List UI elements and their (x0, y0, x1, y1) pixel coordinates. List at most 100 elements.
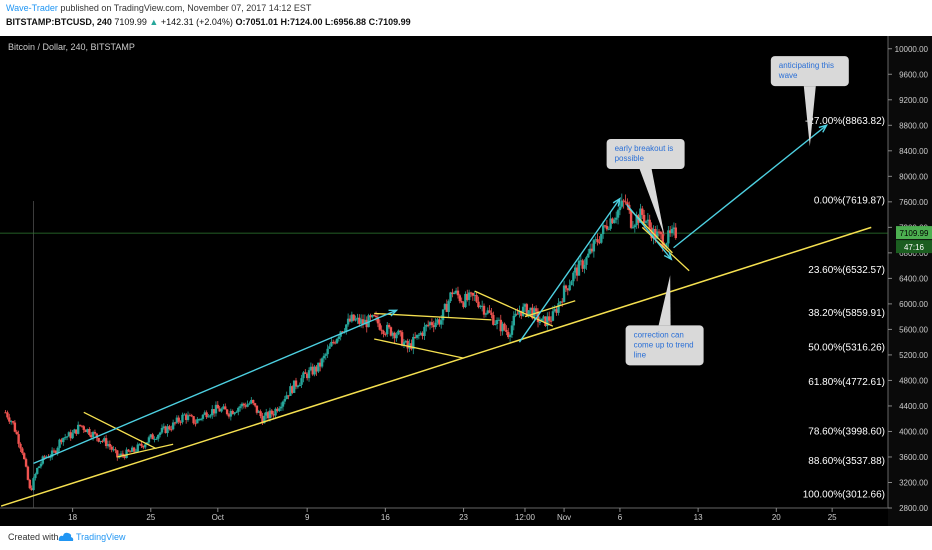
label-layer: 2800.00 3200.00 3600.00 4000.00 4400.00 4800.… (68, 45, 932, 522)
candle-body (101, 440, 104, 442)
candle-body (138, 443, 141, 445)
pattern-line (83, 411, 157, 450)
candle-body (238, 406, 242, 408)
candle-body (229, 410, 233, 417)
candle-body (507, 331, 510, 338)
candle-body (549, 320, 553, 322)
candle-body (460, 301, 463, 303)
candle-body (641, 208, 644, 215)
candle-body (149, 434, 152, 438)
candle-body (376, 317, 380, 324)
candle-body (263, 415, 266, 424)
candle-body (581, 260, 584, 269)
candle-body (30, 488, 33, 491)
candle-body (425, 324, 428, 327)
candle-body (175, 417, 179, 423)
callout-box (606, 139, 685, 169)
candle-body (648, 219, 651, 228)
x-tick-label: 25 (828, 513, 837, 522)
arrow-head (612, 197, 621, 207)
tradingview-brand[interactable]: TradingView (76, 532, 126, 542)
candle-body (661, 234, 664, 247)
candle-body (626, 202, 629, 205)
arrow-head (663, 251, 673, 261)
candle-body (90, 434, 93, 438)
candle-body (605, 225, 609, 230)
close-value: C:7109.99 (368, 17, 411, 27)
y-tick-label: 2800.00 (899, 504, 928, 513)
candlestick-chart[interactable]: 2800.00 3200.00 3600.00 4000.00 4400.00 4800.… (0, 36, 932, 526)
candle-body (477, 301, 480, 308)
candle-body (529, 307, 532, 311)
candle-body (620, 200, 623, 207)
candle-body (283, 399, 287, 402)
candle-body (244, 405, 247, 407)
price-badge-bg (896, 226, 932, 240)
candle-body (311, 366, 314, 375)
candle-body (56, 447, 59, 454)
candle-body (268, 410, 272, 419)
candle-body (188, 415, 192, 417)
author-link[interactable]: Wave-Trader (6, 3, 58, 13)
candle-body (512, 315, 516, 326)
candle-body (386, 324, 389, 335)
candle-body (505, 329, 508, 332)
candle-body (499, 319, 502, 332)
y-tick-label: 5600.00 (899, 325, 928, 334)
candle-body (611, 218, 614, 224)
candle-body (451, 292, 454, 295)
fib-level-label: 50.00%(5316.26) (808, 343, 885, 354)
candle-body (168, 426, 171, 430)
candle-body (294, 380, 298, 387)
candle-body (615, 217, 618, 220)
candle-body (607, 228, 610, 230)
candle-body (173, 422, 177, 424)
callout-tail (639, 169, 665, 237)
candle-body (547, 316, 551, 321)
candle-body (520, 310, 523, 316)
candle-body (363, 319, 367, 325)
candle-body (13, 422, 17, 432)
fib-level-label: 61.80%(4772.61) (808, 377, 885, 388)
candle-body (104, 438, 108, 447)
candle-body (495, 320, 499, 324)
candle-body (598, 242, 601, 244)
candle-body (211, 409, 214, 416)
candle-body (309, 366, 313, 371)
candle-body (577, 260, 581, 276)
candle-body (142, 445, 145, 448)
wave-arrow (33, 309, 397, 464)
candle-body (378, 323, 381, 330)
candle-body (371, 314, 374, 318)
candle-body (557, 303, 560, 313)
candle-body (600, 234, 603, 243)
candle-body (71, 433, 74, 439)
candle-body (319, 362, 322, 367)
candle-body (471, 292, 475, 296)
candle-body (486, 310, 489, 314)
candle-body (633, 225, 637, 228)
candle-body (453, 292, 456, 295)
candle-body (393, 332, 396, 339)
candle-body (209, 415, 212, 417)
callout-text: wave (778, 71, 798, 80)
x-tick-label: 25 (146, 513, 155, 522)
candle-body (28, 479, 31, 489)
candle-body (445, 304, 448, 312)
chart-area[interactable]: 2800.00 3200.00 3600.00 4000.00 4400.00 4800.… (0, 36, 932, 526)
candle-body (23, 453, 26, 460)
candle-body (335, 338, 339, 344)
candle-body (570, 281, 573, 286)
candle-body (564, 285, 568, 289)
candle-body (475, 295, 478, 302)
candle-body (281, 401, 285, 407)
y-tick-label: 6800.00 (899, 249, 928, 258)
fib-level-label: 23.60%(6532.57) (808, 265, 885, 276)
candle-body (164, 426, 167, 434)
y-tick-label: 8000.00 (899, 172, 928, 181)
candle-body (574, 267, 577, 273)
candle-body (302, 372, 305, 379)
candle-body (665, 243, 668, 248)
candle-body (419, 332, 422, 335)
candle-body (497, 319, 501, 321)
